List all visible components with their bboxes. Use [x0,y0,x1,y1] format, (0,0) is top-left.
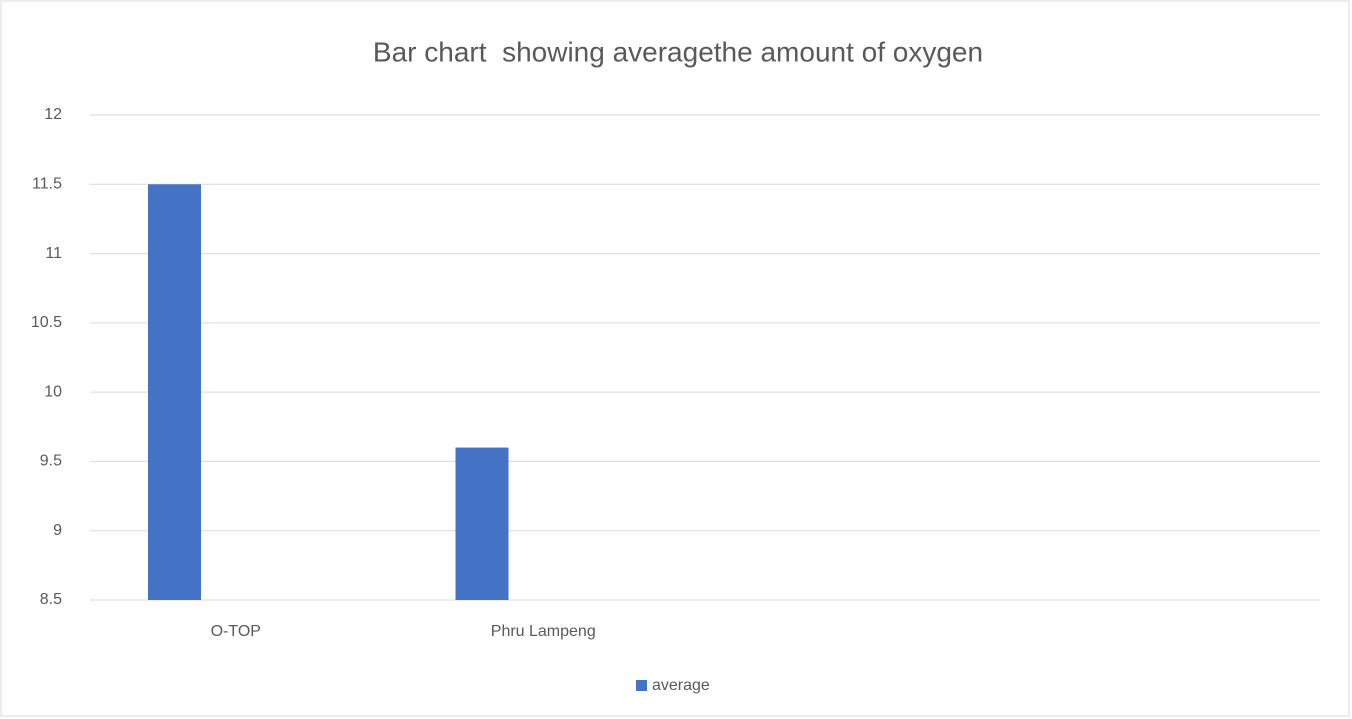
y-tick-label: 10.5 [31,314,62,331]
y-tick-label: 11.5 [32,176,62,193]
legend-swatch [636,680,647,691]
y-tick-label: 12 [44,106,62,123]
y-tick-label: 9 [53,522,62,539]
y-tick-label: 8.5 [40,591,62,608]
x-tick-label: Phru Lampeng [491,623,596,640]
x-tick-label: O-TOP [211,623,261,640]
y-tick-label: 11 [45,245,62,262]
legend-label: average [652,677,710,694]
bar [148,184,201,601]
y-tick-label: 9.5 [40,453,62,470]
bar [455,447,509,600]
chart-title: Bar chart showing averagethe amount of o… [373,36,983,67]
y-tick-label: 10 [44,383,62,400]
